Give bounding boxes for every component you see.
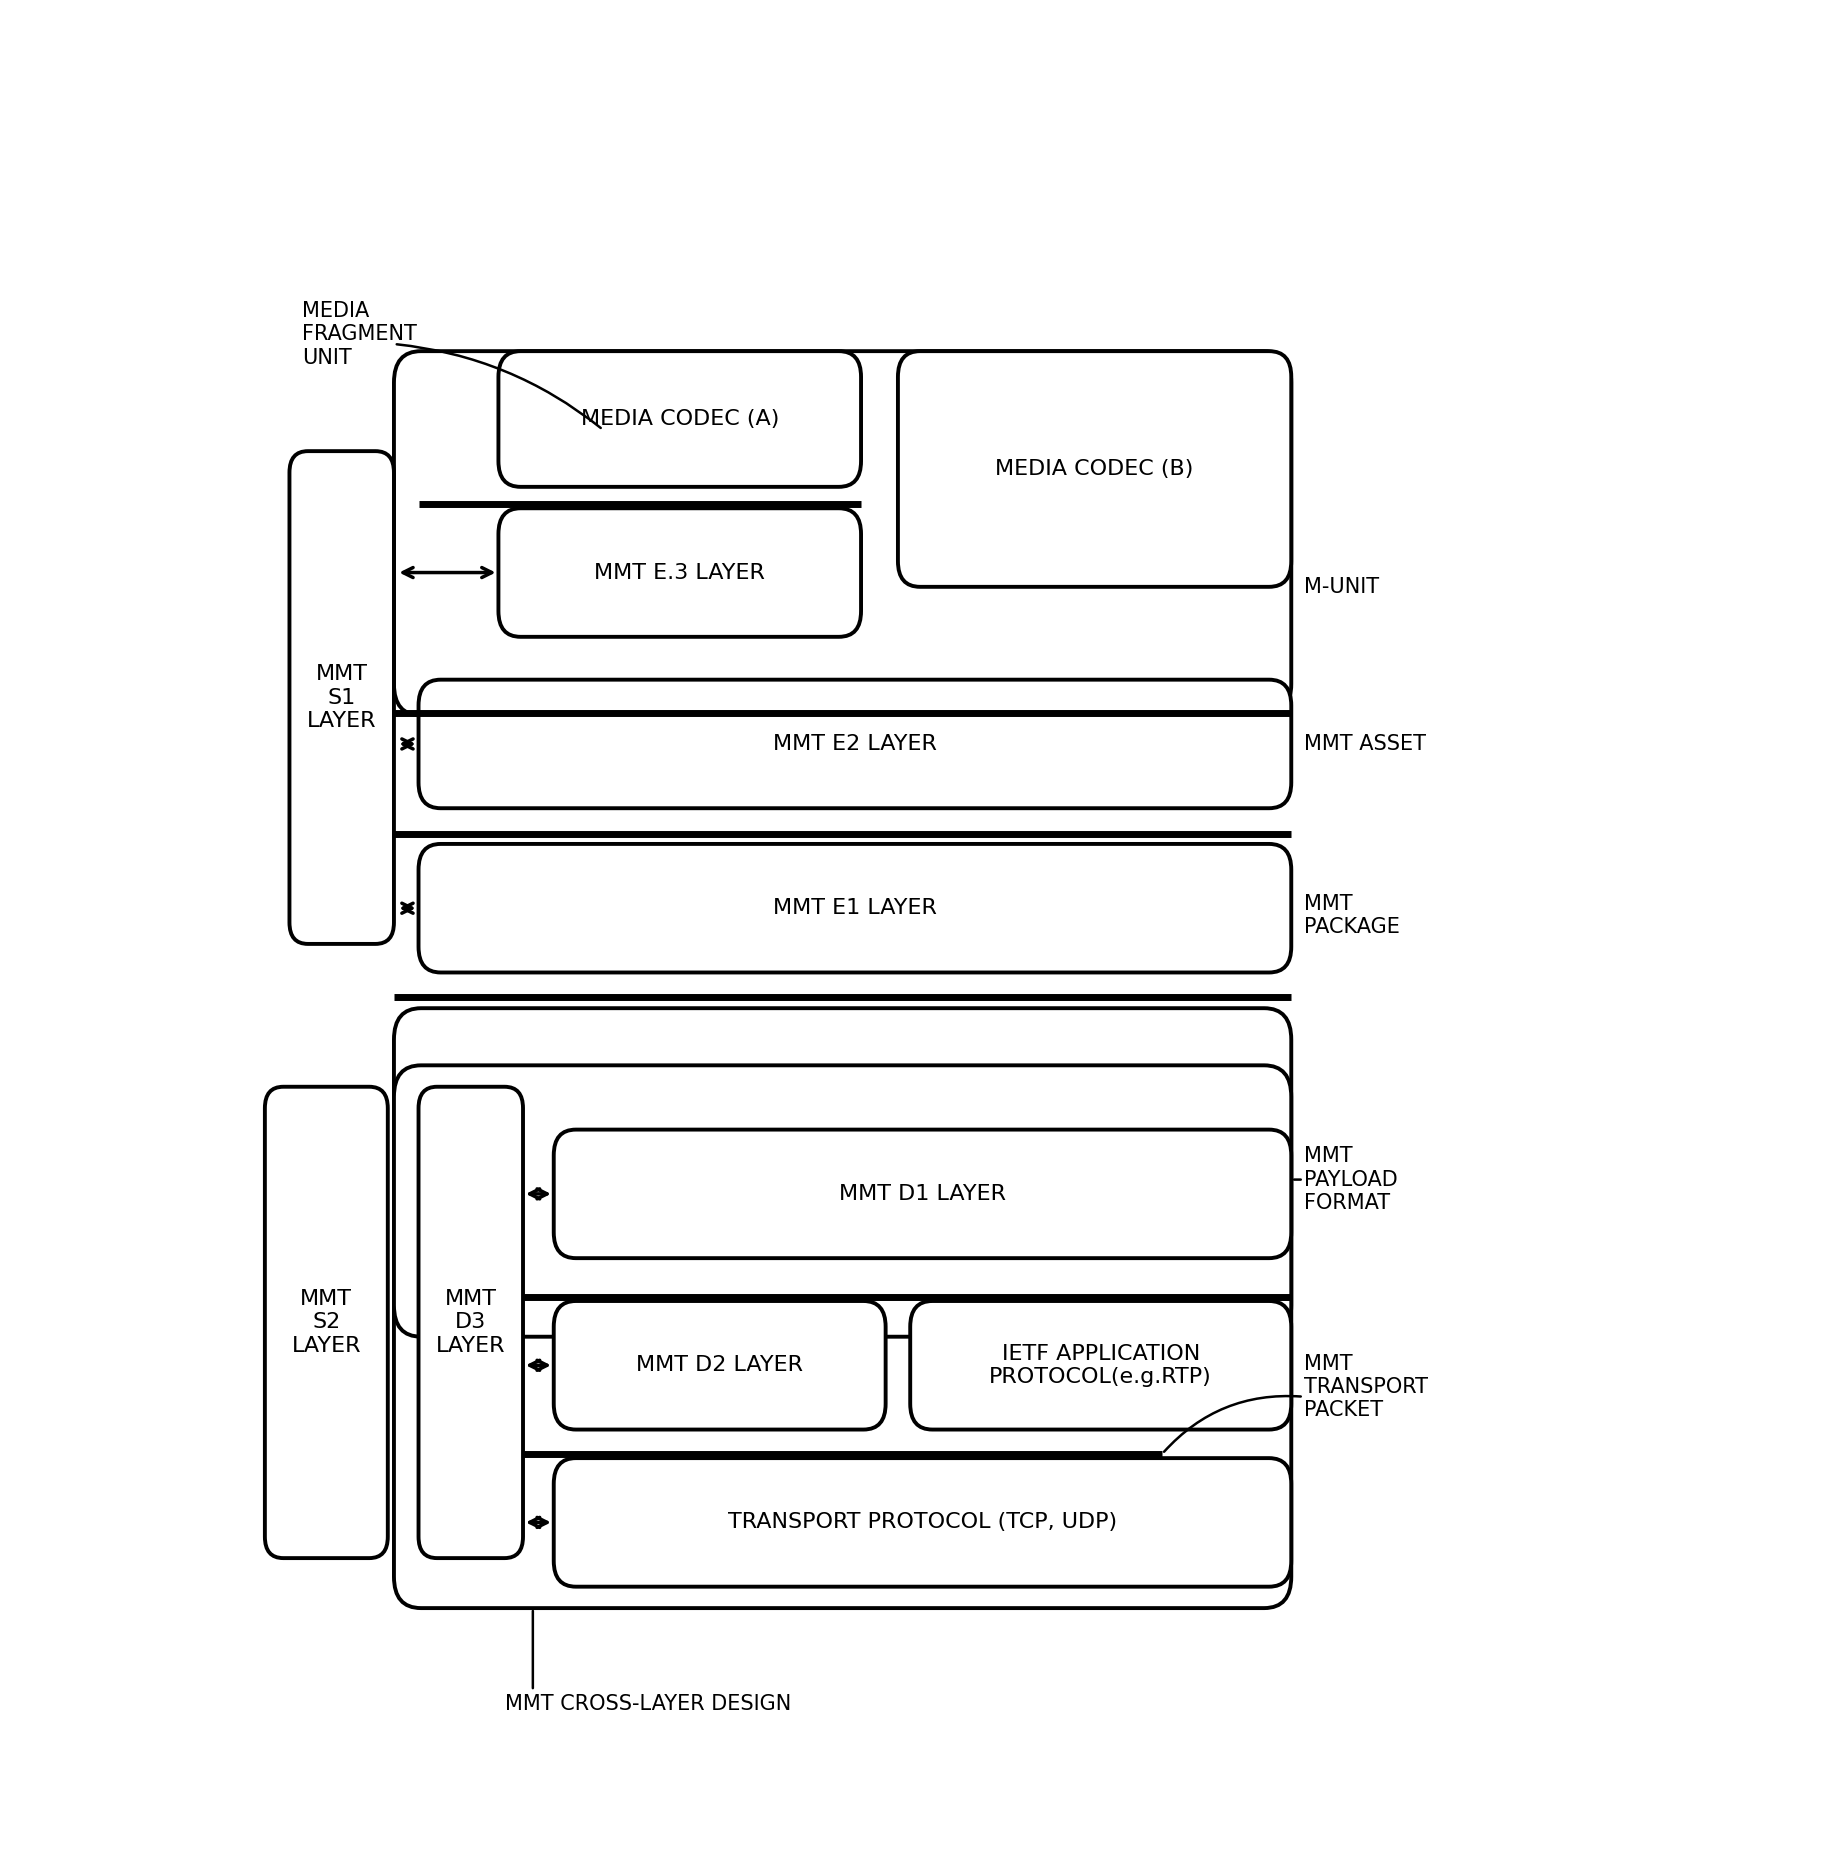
FancyBboxPatch shape: [554, 1300, 886, 1430]
Text: MMT
D3
LAYER: MMT D3 LAYER: [436, 1289, 505, 1356]
Text: M-UNIT: M-UNIT: [1303, 577, 1378, 597]
FancyBboxPatch shape: [290, 451, 394, 944]
FancyBboxPatch shape: [394, 351, 1291, 716]
Text: MMT D1 LAYER: MMT D1 LAYER: [839, 1183, 1006, 1204]
Text: MMT
S1
LAYER: MMT S1 LAYER: [306, 664, 376, 731]
Text: MEDIA CODEC (B): MEDIA CODEC (B): [995, 458, 1192, 479]
FancyBboxPatch shape: [498, 508, 860, 636]
Text: MEDIA
FRAGMENT
UNIT: MEDIA FRAGMENT UNIT: [301, 301, 416, 367]
FancyBboxPatch shape: [554, 1458, 1291, 1586]
FancyBboxPatch shape: [417, 844, 1291, 972]
Text: MMT CROSS-LAYER DESIGN: MMT CROSS-LAYER DESIGN: [505, 1694, 791, 1714]
Text: MMT
PACKAGE: MMT PACKAGE: [1303, 894, 1398, 937]
Text: MMT E1 LAYER: MMT E1 LAYER: [773, 898, 937, 918]
FancyBboxPatch shape: [394, 1065, 1291, 1337]
FancyBboxPatch shape: [498, 351, 860, 486]
Text: MMT
PAYLOAD
FORMAT: MMT PAYLOAD FORMAT: [1303, 1146, 1396, 1213]
FancyBboxPatch shape: [264, 1087, 388, 1558]
Text: TRANSPORT PROTOCOL (TCP, UDP): TRANSPORT PROTOCOL (TCP, UDP): [727, 1512, 1116, 1532]
Text: MMT D2 LAYER: MMT D2 LAYER: [636, 1356, 802, 1375]
Text: MMT E.3 LAYER: MMT E.3 LAYER: [594, 562, 766, 582]
FancyBboxPatch shape: [910, 1300, 1291, 1430]
Text: MEDIA CODEC (A): MEDIA CODEC (A): [580, 408, 778, 429]
FancyBboxPatch shape: [554, 1130, 1291, 1258]
Text: MMT E2 LAYER: MMT E2 LAYER: [773, 735, 937, 753]
Text: MMT
S2
LAYER: MMT S2 LAYER: [292, 1289, 361, 1356]
Text: MMT ASSET: MMT ASSET: [1303, 735, 1426, 753]
FancyBboxPatch shape: [394, 1007, 1291, 1608]
FancyBboxPatch shape: [417, 679, 1291, 809]
FancyBboxPatch shape: [897, 351, 1291, 586]
Text: IETF APPLICATION
PROTOCOL(e.g.RTP): IETF APPLICATION PROTOCOL(e.g.RTP): [988, 1343, 1212, 1388]
Text: MMT
TRANSPORT
PACKET: MMT TRANSPORT PACKET: [1303, 1354, 1427, 1419]
FancyBboxPatch shape: [417, 1087, 523, 1558]
